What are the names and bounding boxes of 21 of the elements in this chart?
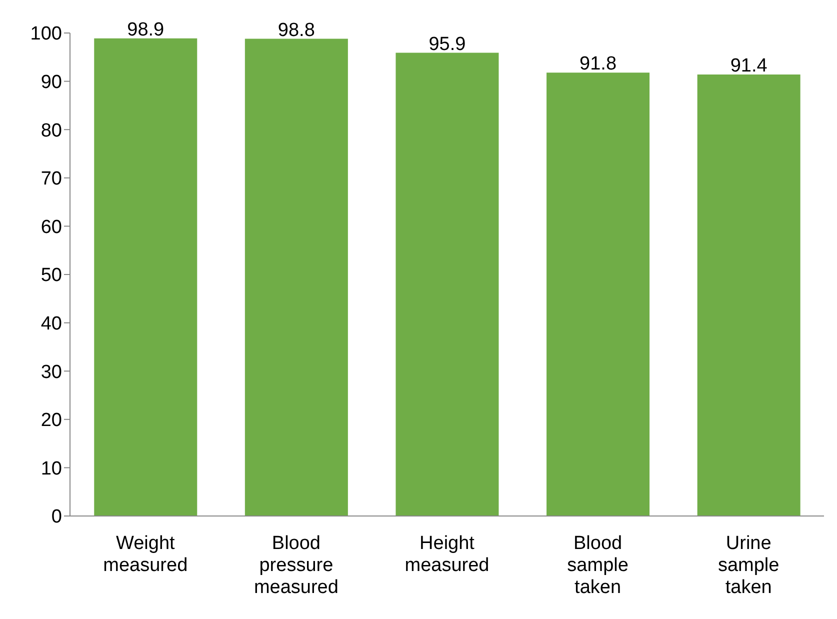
y-tick-label: 100 (30, 24, 62, 45)
y-tick-label: 10 (40, 458, 62, 480)
x-tick-label: Blood sample taken (567, 533, 628, 598)
y-tick-label: 70 (40, 168, 62, 190)
y-tick-label: 90 (40, 72, 62, 94)
data-label: 91.4 (730, 56, 768, 77)
y-tick-label: 60 (40, 216, 62, 238)
data-label: 95.9 (428, 34, 466, 55)
x-tick-label: Weight measured (103, 533, 188, 576)
y-tick-label: 50 (40, 265, 62, 286)
y-tick-label: 20 (40, 410, 62, 432)
y-tick-label: 80 (40, 120, 62, 142)
y-tick-label: 40 (40, 314, 62, 335)
y-tick-label: 30 (40, 362, 62, 383)
data-label: 98.9 (127, 19, 164, 40)
y-tick-label: 0 (51, 506, 62, 528)
x-tick-label: Urine sample taken (718, 533, 780, 598)
data-label: 91.8 (580, 54, 617, 75)
data-label: 98.8 (278, 20, 315, 41)
x-tick-label: Height measured (404, 533, 490, 576)
x-tick-label: Blood pressure measured (254, 533, 338, 598)
